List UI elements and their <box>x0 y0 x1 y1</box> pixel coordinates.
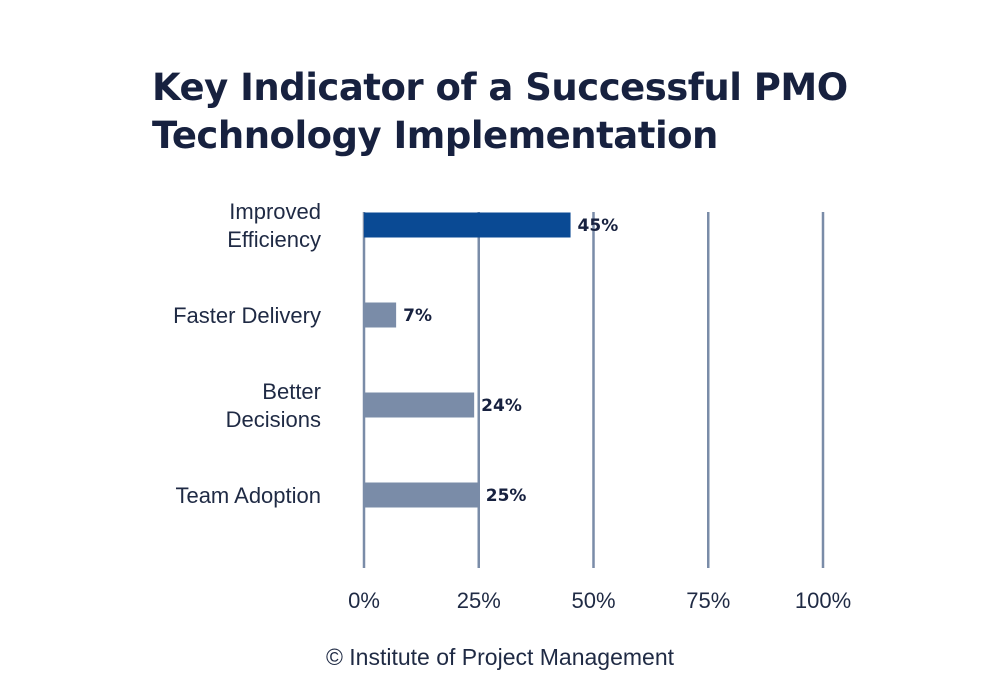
x-tick-label: 25% <box>457 588 501 613</box>
category-labels: Improved Efficiency Faster Delivery Better D… <box>173 199 321 508</box>
category-label: Faster Delivery <box>173 303 321 328</box>
category-label: Better Decisions <box>226 379 321 432</box>
gridlines <box>362 212 825 568</box>
bars <box>364 212 571 508</box>
x-tick-label: 50% <box>571 588 615 613</box>
bar <box>364 392 475 418</box>
chart-title: Key Indicator of a Successful PMO Techno… <box>152 66 848 157</box>
category-label-line: Efficiency <box>227 227 321 252</box>
x-tick-label: 75% <box>686 588 730 613</box>
category-label-line: Better <box>262 379 321 404</box>
category-label: Improved Efficiency <box>227 199 321 252</box>
bar-value-label: 25% <box>486 486 527 506</box>
bar-value-label: 24% <box>481 396 522 416</box>
x-tick-label: 100% <box>795 588 851 613</box>
category-label-line: Team Adoption <box>175 483 321 508</box>
bar-value-label: 45% <box>578 216 619 236</box>
bar <box>364 212 571 238</box>
copyright-footer: © Institute of Project Management <box>325 644 675 670</box>
bar <box>364 302 397 328</box>
category-label: Team Adoption <box>175 483 321 508</box>
bar <box>364 482 479 508</box>
category-label-line: Faster Delivery <box>173 303 321 328</box>
bar-value-label: 7% <box>403 306 432 326</box>
category-label-line: Decisions <box>226 407 321 432</box>
x-tick-label: 0% <box>348 588 380 613</box>
x-axis-ticks: 0% 25% 50% 75% 100% <box>348 588 851 613</box>
data-labels: 45% 7% 24% 25% <box>403 216 618 506</box>
category-label-line: Improved <box>229 199 321 224</box>
